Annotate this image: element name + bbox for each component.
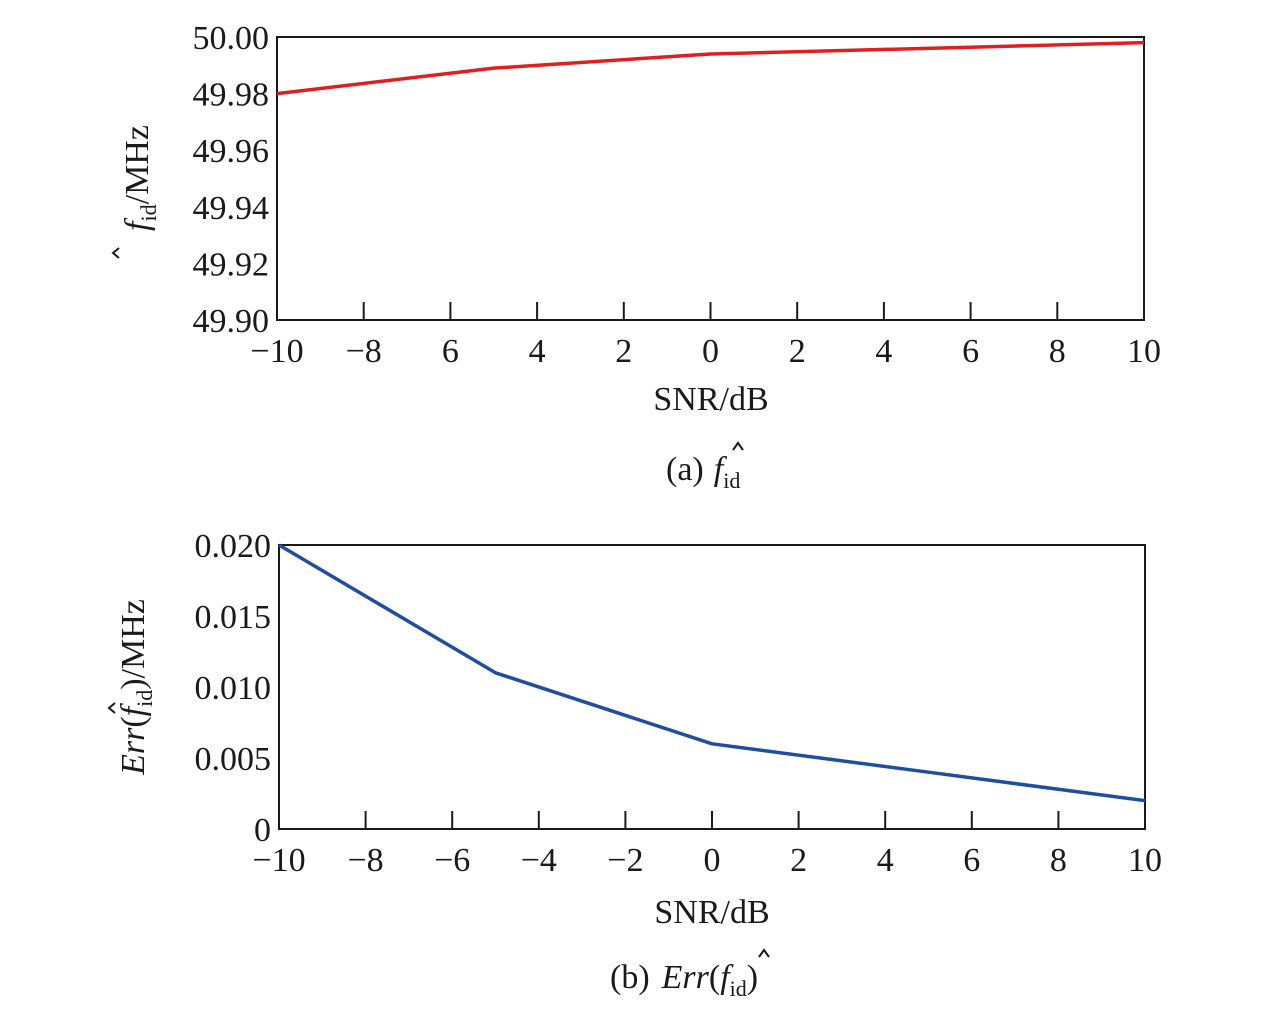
y-tick-label: 49.98 (193, 77, 270, 114)
caption-b-func: Err (661, 959, 710, 996)
y-tick-label: 50.00 (193, 20, 270, 57)
x-tick-label: −8 (346, 333, 382, 370)
caption-a-prefix: (a) (666, 451, 704, 488)
y-tick-label: 49.94 (193, 190, 270, 227)
y-label-b-close: ) (115, 678, 152, 689)
caption-a: (a) fid (666, 451, 740, 493)
x-tick-label: 2 (789, 333, 806, 370)
y-label-b-unit: /MHz (115, 599, 152, 678)
chart-panel-a: −10 −8 6 4 2 0 2 4 6 8 10 50.00 49.98 49.96 49.94 49.9… (111, 20, 1161, 493)
x-tick-label: −2 (607, 842, 643, 879)
x-tick-label: 2 (790, 842, 807, 879)
y-label-b-sub: id (132, 690, 157, 707)
series-line-b (278, 543, 1146, 803)
caption-a-hat-icon (732, 441, 744, 451)
caption-b: (b) Err(fid) (610, 959, 758, 1001)
y-tick-labels-a: 50.00 49.98 49.96 49.94 49.92 49.90 (193, 20, 270, 340)
x-axis-label-b: SNR/dB (654, 894, 769, 931)
x-tick-label: 6 (962, 333, 979, 370)
x-tick-label: −8 (348, 842, 384, 879)
x-tick-label: 8 (1050, 842, 1067, 879)
svg-text:fid/MHz: fid/MHz (119, 125, 161, 231)
x-tick-label: 8 (1049, 333, 1066, 370)
y-label-a-hat-icon (111, 247, 120, 259)
y-label-a-unit: /MHz (119, 125, 156, 204)
x-tick-label: 4 (529, 333, 546, 370)
y-tick-label: 49.92 (193, 246, 270, 283)
x-tick-marks-b (364, 811, 1060, 829)
y-tick-label: 0.005 (195, 741, 272, 778)
caption-b-open: ( (709, 959, 720, 996)
chart-panel-b: −10 −8 −6 −4 −2 0 2 4 6 8 10 0.0200.0150.0100.0050… (107, 528, 1162, 1001)
x-tick-label: −10 (250, 333, 303, 370)
y-label-b-func: Err (115, 727, 152, 776)
x-tick-label: 10 (1127, 333, 1161, 370)
caption-b-close: ) (747, 959, 758, 996)
y-tick-label: 0.020 (195, 528, 272, 565)
y-label-b-hat-icon (107, 702, 116, 714)
y-tick-label: 0.010 (195, 670, 272, 707)
caption-b-sub: id (730, 976, 747, 1001)
x-tick-label: 4 (877, 842, 894, 879)
x-tick-label: 6 (963, 842, 980, 879)
x-tick-label: 10 (1128, 842, 1162, 879)
x-tick-labels-b: −10 −8 −6 −4 −2 0 2 4 6 8 10 (252, 842, 1162, 879)
y-axis-label-b: Err(fid)/MHz (115, 599, 157, 776)
caption-b-prefix: (b) (610, 959, 650, 996)
x-tick-marks-a (362, 302, 1059, 320)
plot-frame-b (278, 544, 1146, 830)
svg-text:Err(fid)/MHz: Err(fid)/MHz (115, 599, 157, 776)
y-tick-labels-b: 0.020 0.015 0.010 0.005 0 (195, 528, 272, 849)
y-label-a-sub: id (136, 204, 161, 221)
x-tick-label: 6 (442, 333, 459, 370)
x-tick-label: 0 (704, 842, 721, 879)
y-tick-label: 0.015 (195, 599, 272, 636)
x-tick-label: 4 (875, 333, 892, 370)
x-tick-labels-a: −10 −8 6 4 2 0 2 4 6 8 10 (250, 333, 1161, 370)
x-tick-label: −10 (252, 842, 305, 879)
x-axis-label-a: SNR/dB (653, 381, 768, 418)
caption-b-hat-icon (758, 948, 770, 958)
y-tick-label: 49.90 (193, 303, 270, 340)
x-tick-label: −6 (434, 842, 470, 879)
x-tick-label: 0 (702, 333, 719, 370)
y-axis-label-a: fid/MHz (119, 125, 161, 231)
x-tick-label: −4 (521, 842, 557, 879)
y-tick-label: 0 (254, 812, 271, 849)
x-tick-label: 2 (615, 333, 632, 370)
caption-a-sub: id (723, 468, 740, 493)
series-line-a (276, 40, 1145, 96)
y-tick-label: 49.96 (193, 133, 270, 170)
y-label-b-open: ( (115, 716, 152, 727)
